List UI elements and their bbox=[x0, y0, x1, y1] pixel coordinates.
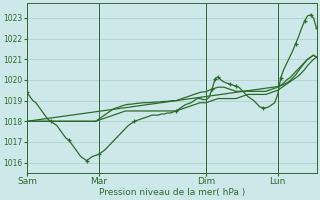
X-axis label: Pression niveau de la mer( hPa ): Pression niveau de la mer( hPa ) bbox=[99, 188, 245, 197]
